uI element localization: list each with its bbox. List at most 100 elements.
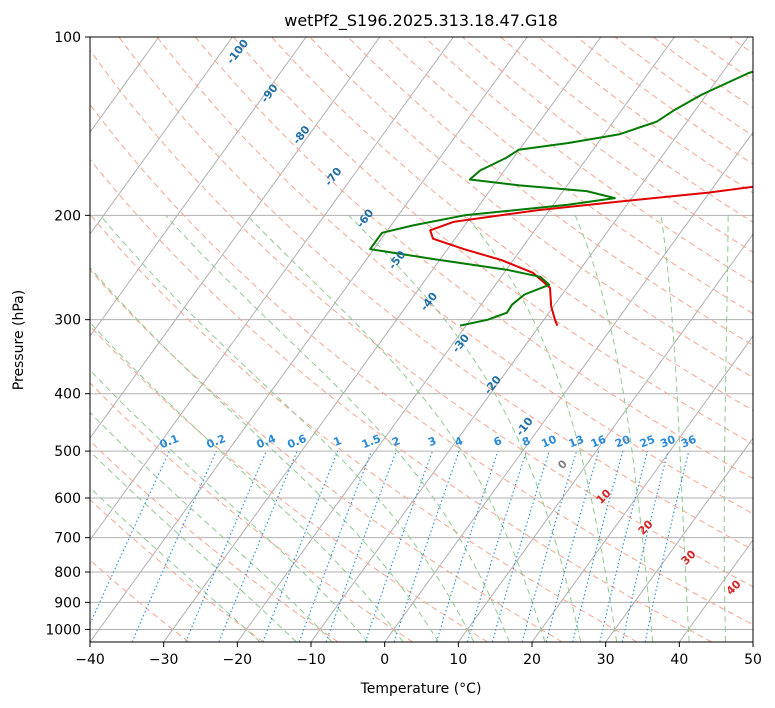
x-tick-label: 40 — [670, 652, 688, 668]
mixing-ratio-line — [644, 450, 690, 642]
mixing-ratio-line — [298, 450, 373, 642]
mixing-ratio-line — [621, 450, 669, 642]
x-tick-label: 20 — [523, 652, 541, 668]
dry-adiabat-line — [118, 37, 753, 551]
dry-adiabat-line — [90, 103, 753, 626]
moist-adiabat-line — [660, 215, 690, 642]
dry-adiabat-line — [194, 37, 753, 480]
mixing-ratio-line — [572, 450, 624, 642]
mixing-ratio-line — [521, 450, 578, 642]
isotherm-line — [678, 539, 753, 642]
isotherm-line — [605, 437, 753, 642]
mixing-ratio-label: 30 — [658, 433, 677, 451]
dry-adiabat-line — [90, 158, 712, 642]
mixing-ratio-line — [185, 450, 267, 642]
isotherm-line — [90, 37, 307, 337]
mixing-ratio-line — [325, 450, 397, 642]
isotherm-line — [384, 131, 753, 642]
moist-adiabat-line — [90, 321, 404, 642]
moist-adiabat-line — [465, 214, 618, 642]
x-tick-label: −10 — [296, 652, 326, 668]
temperature-profile — [429, 185, 753, 326]
dry-adiabat-line — [233, 37, 753, 445]
mixing-ratio-label: 20 — [613, 433, 632, 451]
mixing-ratio-line — [435, 450, 499, 642]
moist-adiabat-line — [90, 486, 261, 642]
mixing-ratio-label: 3 — [426, 434, 438, 449]
mixing-ratio-label: 2 — [390, 434, 402, 449]
mixing-ratio-label: 16 — [589, 433, 608, 451]
dry-adiabat-line — [90, 213, 638, 642]
chart-title: wetPf2_S196.2025.313.18.47.G18 — [284, 11, 558, 31]
y-tick-label: 1000 — [45, 622, 81, 638]
mixing-ratio-line — [262, 450, 339, 642]
mixing-ratio-line — [545, 450, 600, 642]
dry-adiabat-line — [90, 382, 414, 642]
x-tick-label: −40 — [75, 652, 105, 668]
moist-adiabat-line — [90, 450, 297, 642]
moist-adiabat-line — [90, 266, 439, 642]
y-tick-label: 100 — [54, 30, 81, 46]
mixing-ratio-line — [466, 450, 528, 642]
y-tick-label: 500 — [54, 444, 81, 460]
plot-frame — [89, 36, 754, 643]
dry-adiabat-line — [271, 37, 753, 412]
x-axis-ticks: −40 −30 −20 −10 0 10 20 30 40 50 — [75, 642, 762, 668]
mixing-ratio-label: 13 — [567, 433, 586, 451]
mixing-ratio-label: 1 — [332, 434, 344, 449]
y-tick-label: 600 — [54, 491, 81, 507]
dry-adiabats — [90, 37, 753, 642]
x-axis-label: Temperature (°C) — [360, 681, 482, 697]
x-tick-label: 50 — [744, 652, 762, 668]
moist-adiabat-line — [99, 214, 475, 642]
dry-adiabat-line — [385, 37, 753, 315]
isotherm-line — [457, 233, 753, 642]
mixing-ratio-line — [364, 450, 434, 642]
isotherm-line — [90, 37, 454, 541]
dry-adiabat-line — [90, 49, 753, 588]
mixing-ratio-line — [218, 450, 298, 642]
mixing-ratio-label: 36 — [679, 433, 698, 451]
x-tick-label: −30 — [149, 652, 179, 668]
moist-adiabat-line — [246, 214, 546, 642]
mixing-ratio-label: 10 — [539, 433, 558, 451]
dewpoint-profile — [369, 70, 753, 327]
mixing-ratio-line — [599, 450, 649, 642]
y-axis-label: Pressure (hPa) — [11, 290, 27, 390]
y-tick-label: 400 — [54, 387, 81, 403]
moist-adiabats — [90, 214, 729, 642]
mixing-ratio-line — [491, 450, 550, 642]
x-tick-label: 30 — [597, 652, 615, 668]
isotherm-line — [90, 37, 233, 236]
moist-adiabat-line — [574, 215, 654, 642]
y-tick-label: 300 — [54, 313, 81, 329]
dry-adiabat-line — [423, 37, 753, 284]
mixing-ratio-lines — [90, 450, 690, 642]
moist-adiabat-line — [90, 411, 333, 642]
moist-adiabat-line — [165, 214, 510, 642]
mixing-ratio-label: 25 — [638, 433, 657, 451]
dry-adiabat-line — [156, 37, 753, 515]
y-tick-label: 800 — [54, 565, 81, 581]
x-tick-label: −20 — [223, 652, 253, 668]
dry-adiabat-line — [90, 325, 488, 642]
y-tick-label: 900 — [54, 595, 81, 611]
y-tick-label: 200 — [54, 208, 81, 224]
isotherm-line — [90, 37, 381, 439]
isotherm-line — [531, 335, 753, 642]
mixing-ratio-line — [131, 450, 217, 642]
mixing-ratio-line — [393, 450, 460, 642]
isotherm-line — [90, 37, 528, 642]
isobar-grid — [90, 37, 753, 630]
x-tick-label: 0 — [380, 652, 389, 668]
moist-adiabat-line — [723, 215, 729, 642]
dry-adiabat-line — [90, 269, 563, 642]
mixing-ratio-label: 8 — [520, 434, 532, 449]
sounding-profiles — [369, 70, 753, 327]
moist-adiabat-line — [348, 214, 582, 642]
y-tick-label: 700 — [54, 531, 81, 547]
isotherm-line — [163, 37, 602, 642]
x-tick-label: 10 — [449, 652, 467, 668]
y-axis-ticks: 100 200 300 400 500 600 700 800 900 1000 — [45, 30, 90, 638]
